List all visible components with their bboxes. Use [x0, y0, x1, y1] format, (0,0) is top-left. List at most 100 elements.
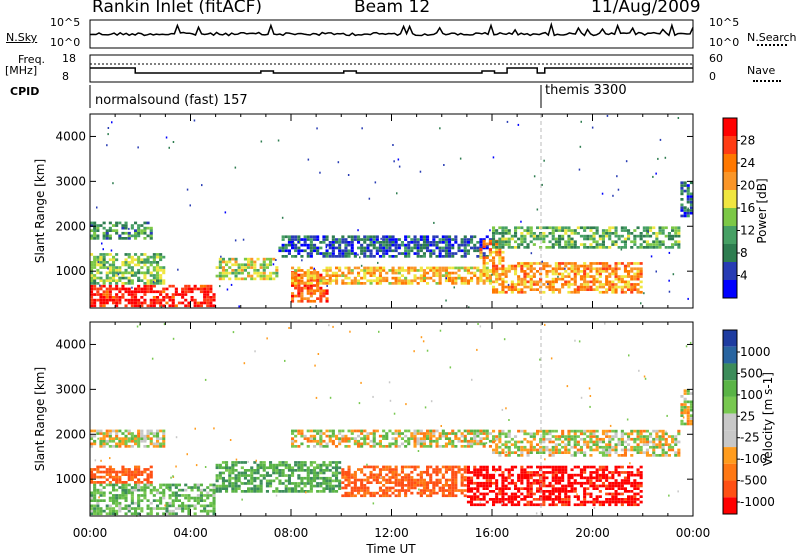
power-cell-610: [297, 299, 301, 303]
velocity-cell-728: [303, 461, 307, 464]
velocity-cell-312: [102, 475, 106, 479]
power-cell-1701: [605, 262, 609, 265]
power-cell-205: [209, 290, 213, 294]
power-cell-1570: [554, 270, 558, 273]
power-cell-1406: [498, 248, 502, 251]
velocity-cell-2090: [561, 451, 565, 454]
velocity-cell-864: [319, 429, 323, 433]
velocity-cell-1672: [548, 490, 552, 493]
power-cell-1014: [454, 241, 458, 244]
velocity-cell-1267: [407, 489, 411, 492]
velocity-cell-2186: [605, 435, 609, 438]
power-cell-2028: [636, 246, 640, 249]
velocity-cell-971: [404, 439, 408, 443]
power-cell-761: [319, 241, 323, 244]
power-cell-77: [130, 293, 134, 296]
power-cell-341: [140, 271, 144, 275]
velocity-cell-2082: [554, 437, 558, 441]
power-cell-253: [102, 258, 106, 262]
velocity-cell-734: [306, 471, 310, 475]
velocity-cell-1438: [473, 495, 477, 498]
velocity-cell-229: [187, 507, 191, 510]
velocity-cell-1315: [426, 481, 430, 484]
velocity-cell-1122: [347, 478, 351, 482]
velocity-cell-180: [165, 504, 169, 508]
power-cell-1128: [335, 274, 339, 277]
velocity-cell-233: [187, 494, 191, 497]
power-cell-3: [90, 296, 94, 299]
velocity-cell-1782: [583, 487, 587, 490]
power-cell-615: [297, 284, 301, 287]
power-cell-1471: [514, 283, 518, 286]
velocity-cell-2363: [686, 392, 690, 395]
power-cell-2118: [686, 214, 690, 218]
power-cell-1883: [545, 234, 549, 238]
velocity-cell-1661: [545, 498, 549, 501]
velocity-cell-1041: [448, 437, 452, 440]
power-cell-1977: [601, 240, 605, 244]
velocity-cell-1884: [617, 500, 621, 504]
power-cell-1707: [608, 272, 612, 276]
velocity-cell-510: [215, 474, 219, 477]
power-cell-140: [168, 284, 172, 288]
power-cell-102: [143, 284, 147, 288]
power-cell-2103: [680, 206, 684, 209]
power-cell-1241: [413, 274, 417, 277]
velocity-cell-2189: [608, 454, 612, 457]
velocity-cell-1697: [554, 476, 558, 480]
power-cell-348: [143, 274, 147, 277]
velocity-cell-987: [413, 429, 417, 433]
power-cell-2158: [301, 259, 303, 262]
velocity-cell-913: [360, 445, 364, 448]
power-cell-1672: [595, 272, 599, 276]
velocity-cell-1674: [548, 481, 552, 485]
power-cell-556: [253, 260, 257, 264]
velocity-cell-786: [325, 466, 329, 470]
power-cell-230: [93, 255, 97, 259]
velocity-cell-703: [294, 461, 298, 464]
velocity-cell-319: [108, 481, 112, 484]
velocity-cell-629: [262, 463, 266, 467]
power-cell-1956: [589, 234, 593, 238]
velocity-cell-477: [146, 429, 150, 433]
velocity-cell-1429: [470, 495, 474, 498]
velocity-cell-1229: [391, 476, 395, 479]
time-label-1: 04:00: [173, 526, 208, 540]
power-cell-2068: [658, 229, 662, 232]
velocity-cell-708: [297, 474, 301, 477]
power-cell-1186: [375, 276, 379, 280]
velocity-cell-1273: [407, 473, 411, 477]
velocity-cell-787: [325, 463, 329, 467]
power-cell-1190: [378, 279, 382, 283]
power-cell-34: [105, 296, 109, 299]
velocity-cell-1284: [413, 484, 417, 487]
velocity-cell-892: [341, 429, 345, 433]
velocity-cell-2174: [601, 451, 605, 454]
velocity-cell-1544: [507, 495, 511, 498]
velocity-cell-1788: [586, 500, 590, 504]
velocity-cell-2296: [658, 443, 662, 446]
velocity-cell-320: [108, 475, 112, 479]
power-cell-1358: [479, 256, 483, 260]
power-cell-2060: [655, 240, 659, 244]
power-cell-1721: [614, 283, 618, 286]
velocity-cell-32: [99, 491, 103, 495]
power-cell-1048: [476, 246, 480, 250]
power-cell-479: [146, 234, 150, 238]
power-cell-817: [350, 249, 354, 253]
power-cell-324: [130, 261, 134, 264]
velocity-cell-2344: [680, 403, 684, 406]
power-cell-501: [221, 260, 225, 264]
velocity-cell-338: [121, 481, 125, 484]
power-cell-448: [121, 226, 125, 230]
power-cell-288: [115, 258, 119, 262]
power-colorbar-swatch-8: [723, 136, 737, 154]
velocity-cell-105: [130, 496, 134, 500]
power-cell-1041: [470, 235, 474, 239]
velocity-cell-1675: [548, 471, 552, 474]
velocity-cell-1039: [448, 442, 452, 446]
velocity-colorbar-swatch-6: [723, 430, 737, 448]
velocity-cell-806: [335, 484, 339, 488]
velocity-cell-1963: [492, 437, 496, 441]
power-cell-1469: [514, 288, 518, 291]
